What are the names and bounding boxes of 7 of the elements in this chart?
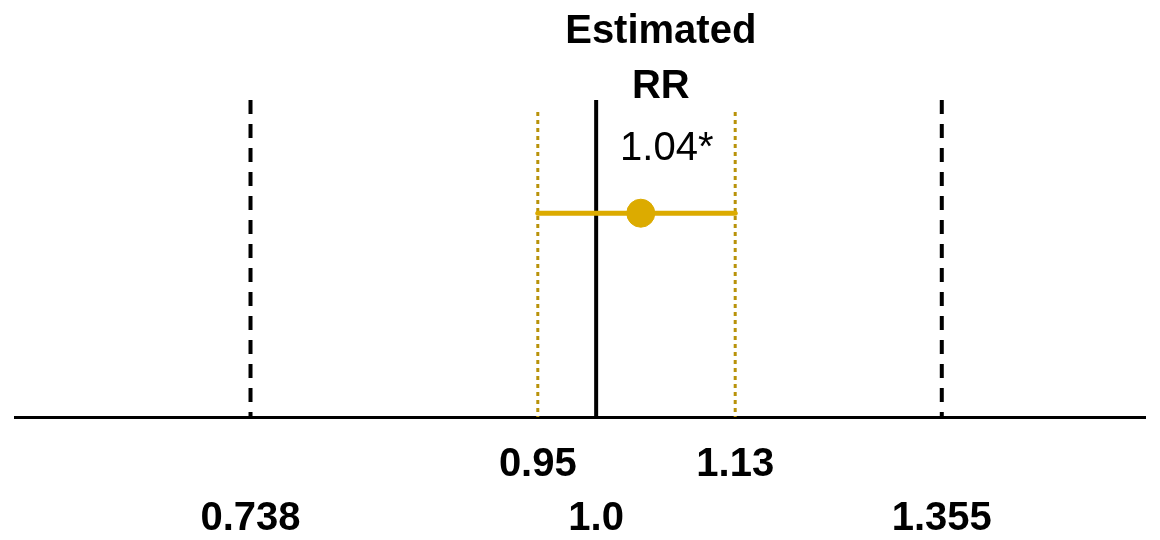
x-tick-label: 0.738 [200,494,301,539]
x-tick-label: 1.355 [891,494,992,539]
ref-line-label: 0.95 [498,440,577,485]
data-label: 1.04* [620,124,714,169]
chart-title: Estimated RR [565,7,757,107]
x-tick-label: 1.0 [568,494,624,539]
ref-line-label: 1.13 [696,440,775,485]
